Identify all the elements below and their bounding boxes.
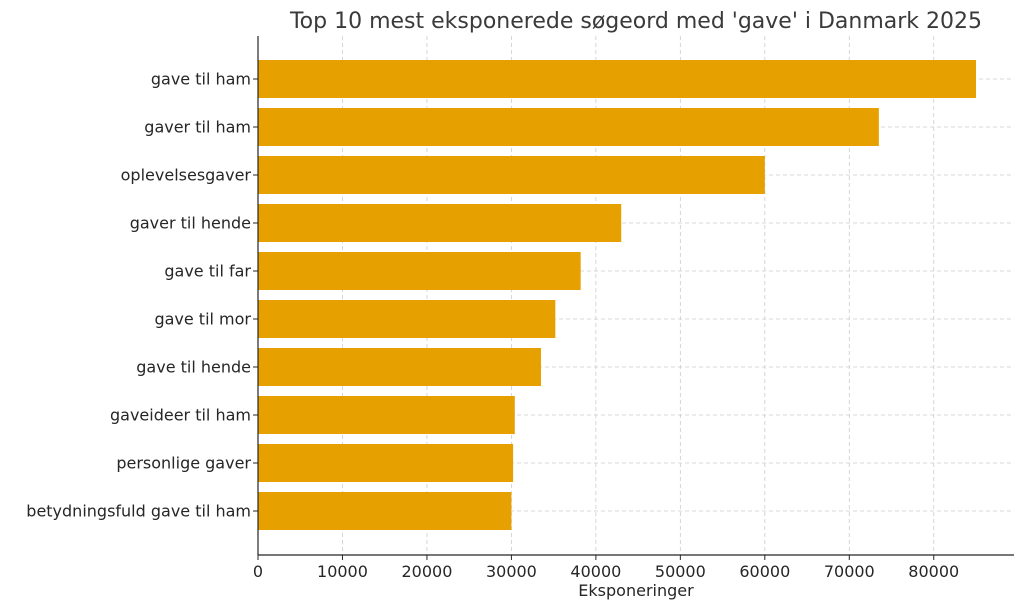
- y-tick-labels: gave til ham gaver til ham oplevelsesgaver…: [26, 70, 258, 521]
- bar: [258, 108, 879, 146]
- bar: [258, 300, 556, 338]
- x-tick-label: 0: [253, 562, 263, 581]
- x-tick-label: 50000: [655, 562, 706, 581]
- x-axis-label: Eksponeringer: [578, 581, 694, 600]
- x-tick-label: 40000: [570, 562, 621, 581]
- x-tick-label: 70000: [824, 562, 875, 581]
- y-tick-label: oplevelsesgaver: [121, 166, 252, 185]
- bar: [258, 252, 581, 290]
- bar: [258, 60, 976, 98]
- x-tick-labels: 0 10000 20000 30000 40000 50000 60000 70000 8000…: [253, 555, 959, 581]
- bar: [258, 396, 515, 434]
- y-tick-label: gave til ham: [151, 70, 251, 89]
- y-tick-label: gave til mor: [154, 310, 251, 329]
- bar: [258, 204, 622, 242]
- y-tick-label: gaver til ham: [144, 118, 251, 137]
- y-tick-label: gave til far: [164, 262, 251, 281]
- x-tick-label: 30000: [486, 562, 537, 581]
- y-tick-label: gave til hende: [136, 358, 251, 377]
- bar: [258, 492, 512, 530]
- y-tick-label: gaver til hende: [130, 214, 251, 233]
- x-tick-label: 60000: [739, 562, 790, 581]
- axes: [257, 36, 1014, 556]
- bars: [258, 60, 976, 530]
- chart-title: Top 10 mest eksponerede søgeord med 'gav…: [289, 9, 982, 34]
- y-tick-label: gaveideer til ham: [110, 406, 251, 425]
- x-tick-label: 20000: [401, 562, 452, 581]
- x-tick-label: 10000: [317, 562, 368, 581]
- bar: [258, 156, 765, 194]
- y-tick-label: personlige gaver: [116, 454, 251, 473]
- x-tick-label: 80000: [908, 562, 959, 581]
- bar: [258, 444, 514, 482]
- y-tick-label: betydningsfuld gave til ham: [26, 502, 251, 521]
- bar: [258, 348, 541, 386]
